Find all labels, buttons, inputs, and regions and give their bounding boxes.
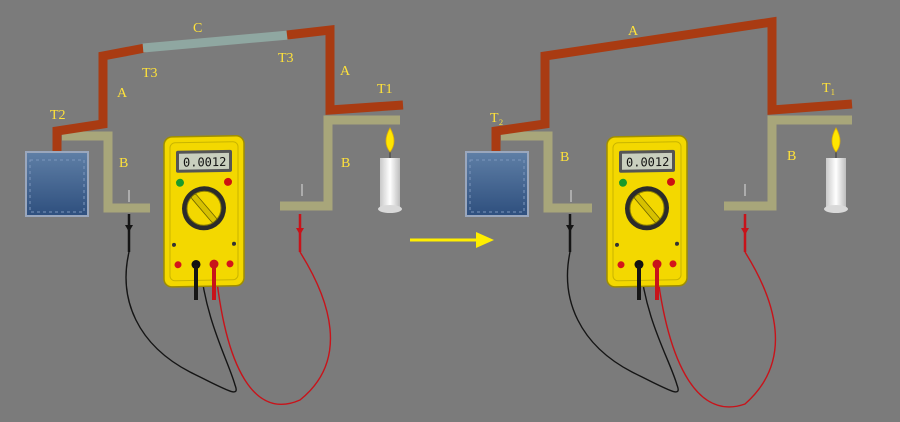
ice-water-beaker-icon: [465, 151, 529, 217]
black-probe-right: [566, 214, 679, 393]
ice-water-beaker-icon: [25, 151, 89, 217]
wire-c: [142, 30, 290, 53]
label-junction-t3-left: T3: [142, 66, 158, 81]
meter-reading-left: 0.0012: [183, 155, 226, 170]
wire-b-right-right-setup: [724, 115, 852, 211]
label-wire-a-right: A: [340, 64, 351, 79]
red-probe-right: [655, 214, 777, 408]
left-thermocouple-setup: 0.0012 C T3 T3 A A T2 T1 B B: [25, 21, 404, 405]
label-wire-a-right-setup: A: [628, 24, 639, 39]
label-temp-t2-right-setup: T₂: [490, 111, 504, 126]
wire-b-left: [62, 131, 150, 213]
label-wire-b-right-right-setup: B: [787, 149, 796, 164]
black-probe-left: [125, 214, 237, 393]
meter-reading-right: 0.0012: [626, 155, 669, 170]
label-wire-b-right: B: [341, 156, 350, 171]
multimeter-icon: 0.0012: [163, 134, 245, 288]
right-arrow-icon: [410, 232, 494, 248]
wire-b-left-right-setup: [501, 131, 592, 213]
multimeter-icon: 0.0012: [606, 134, 688, 288]
wire-a-right: [286, 24, 404, 115]
label-temp-t2: T2: [50, 108, 66, 123]
wire-a-left: [52, 43, 146, 153]
label-wire-c: C: [193, 21, 202, 36]
red-probe-left: [214, 214, 332, 405]
label-junction-t3-right: T3: [278, 51, 294, 66]
wire-b-right: [280, 115, 400, 211]
label-temp-t1: T1: [377, 82, 393, 97]
wire-a-right-setup: [491, 16, 853, 153]
candle-flame-icon: [378, 127, 402, 213]
right-thermocouple-setup: 0.0012 A T₂ T₁ B B: [465, 16, 853, 408]
label-temp-t1-right-setup: T₁: [822, 81, 835, 96]
label-wire-b-left-right-setup: B: [560, 150, 569, 165]
candle-flame-icon: [824, 127, 848, 213]
label-wire-b-left: B: [119, 156, 128, 171]
label-wire-a-left: A: [117, 86, 128, 101]
